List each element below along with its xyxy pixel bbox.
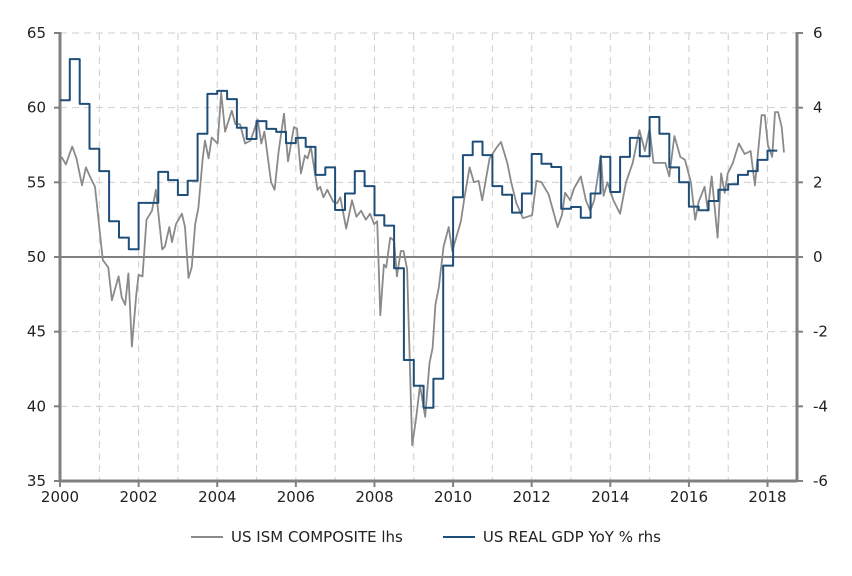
right-tick-label: 4: [813, 99, 823, 117]
left-tick-label: 35: [27, 472, 46, 490]
legend-label-gdp: US REAL GDP YoY % rhs: [482, 528, 661, 546]
right-tick-label: 0: [813, 248, 823, 266]
x-tick-label: 2002: [120, 488, 158, 506]
real-gdp-yoy-line: [60, 58, 778, 409]
right-tick-label: -4: [813, 397, 828, 415]
tick-labels: 35 40 45 50 55 60 65 -6 -4 -2 0 2 4 6 2000 2002 2004 2006…: [27, 24, 828, 506]
left-tick-label: 45: [27, 323, 46, 341]
left-tick-label: 55: [27, 173, 46, 191]
x-tick-label: 2004: [198, 488, 236, 506]
legend-swatch-ism: [191, 536, 224, 538]
legend-item-ism: US ISM COMPOSITE lhs: [191, 528, 403, 546]
series-lines: [60, 58, 785, 447]
left-tick-label: 65: [27, 24, 46, 42]
x-tick-label: 2010: [434, 488, 472, 506]
x-tick-label: 2018: [748, 488, 786, 506]
left-tick-label: 50: [27, 248, 46, 266]
x-tick-label: 2006: [277, 488, 315, 506]
left-tick-label: 40: [27, 397, 46, 415]
legend-swatch-gdp: [442, 536, 475, 538]
legend-label-ism: US ISM COMPOSITE lhs: [231, 528, 403, 546]
left-tick-label: 60: [27, 99, 46, 117]
x-tick-label: 2008: [355, 488, 393, 506]
right-tick-label: -2: [813, 323, 828, 341]
legend-item-gdp: US REAL GDP YoY % rhs: [442, 528, 661, 546]
right-tick-label: 6: [813, 24, 823, 42]
right-tick-label: -6: [813, 472, 828, 490]
ism-composite-line: [60, 91, 785, 447]
x-tick-label: 2000: [41, 488, 79, 506]
x-tick-label: 2012: [513, 488, 551, 506]
x-tick-label: 2016: [670, 488, 708, 506]
right-tick-label: 2: [813, 173, 823, 191]
axes: [54, 32, 803, 487]
x-tick-label: 2014: [591, 488, 629, 506]
legend: US ISM COMPOSITE lhs US REAL GDP YoY % r…: [0, 528, 852, 546]
